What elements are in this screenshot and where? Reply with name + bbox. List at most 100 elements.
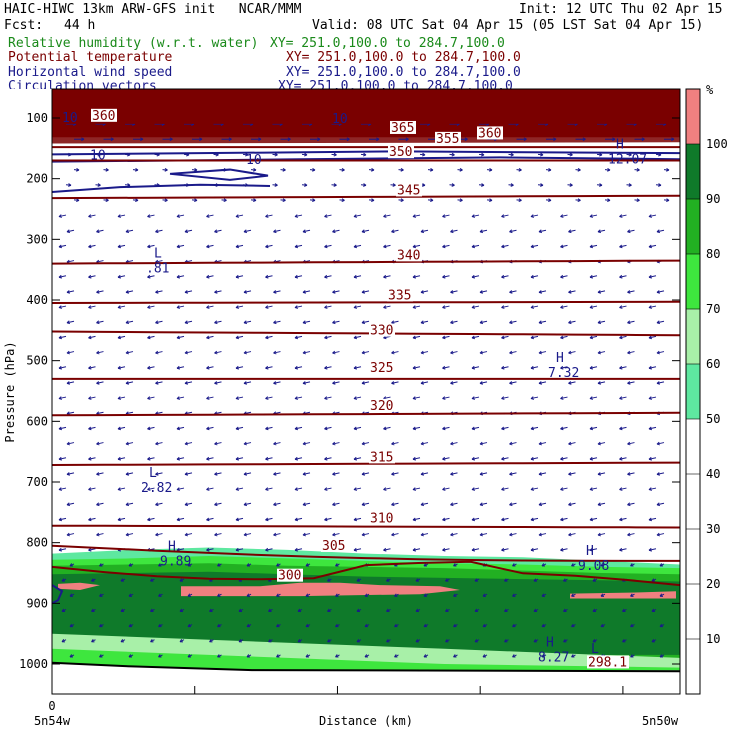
colorbar: 10 20 30 40 50 60 70 80 90 100 <box>685 88 728 695</box>
contour-labels: 360 365 355 360 350 345 340 335 330 325 320 315 310 3… <box>62 108 647 670</box>
vector-arrow <box>420 229 429 234</box>
vector-arrow <box>442 365 450 370</box>
vector-arrow <box>332 381 340 385</box>
vector-arrow <box>58 274 67 279</box>
vector-arrow <box>627 502 635 507</box>
vector-arrow <box>117 214 126 218</box>
vector-arrow <box>332 502 340 507</box>
vector-arrow <box>571 654 576 658</box>
vector-arrow <box>442 456 450 461</box>
vector-arrow <box>589 365 598 370</box>
vector-arrow <box>471 305 480 309</box>
vector-arrow <box>509 290 517 294</box>
vector-arrow <box>604 167 611 172</box>
vector-arrow <box>619 547 627 552</box>
field-vectors-xy: XY= 251.0,100.0 to 284.7,100.0 <box>278 79 513 89</box>
vector-arrow <box>265 547 273 552</box>
vector-arrow <box>450 532 458 537</box>
vector-arrow <box>361 441 370 446</box>
vector-arrow <box>238 608 244 613</box>
wind-label: 10 <box>62 111 78 126</box>
vector-arrow <box>66 381 75 385</box>
vector-arrow <box>91 608 96 613</box>
vector-arrow <box>276 563 281 567</box>
vector-arrow <box>360 183 367 187</box>
vector-arrow <box>509 229 517 234</box>
vector-arrow <box>659 623 665 628</box>
field-vectors-name: Circulation vectors <box>8 79 157 89</box>
vector-arrow <box>589 335 598 340</box>
valid-time: Valid: 08 UTC Sat 04 Apr 15 (05 LST Sat … <box>312 18 704 33</box>
vector-arrow <box>537 152 544 157</box>
vector-arrow <box>412 487 421 491</box>
vector-arrow <box>246 593 252 597</box>
vector-arrow <box>187 563 193 567</box>
colorbar-band-90 <box>686 144 700 199</box>
vector-arrow <box>478 152 485 157</box>
vector-arrow <box>364 654 370 658</box>
vector-arrow <box>423 623 429 628</box>
vector-arrow <box>541 563 547 567</box>
vector-arrow <box>361 502 370 507</box>
vector-arrow <box>302 350 311 355</box>
rh-saturated-patch-2 <box>570 591 676 599</box>
vector-arrow <box>568 350 576 355</box>
ground-line <box>52 661 680 673</box>
vector-arrow <box>630 654 635 658</box>
vector-arrow <box>560 244 568 249</box>
vector-arrow <box>265 244 273 249</box>
vector-arrow <box>273 532 281 537</box>
vector-arrow <box>394 654 399 658</box>
vector-arrow <box>453 623 458 628</box>
vector-arrow <box>327 638 332 643</box>
vector-arrow <box>509 320 517 325</box>
contour-label-bg <box>587 655 629 669</box>
vector-arrow <box>265 517 273 522</box>
vector-arrow <box>568 381 576 385</box>
vector-arrow <box>273 229 281 234</box>
vector-arrow <box>191 167 198 172</box>
vector-arrow <box>243 472 252 476</box>
vector-arrow <box>88 214 96 218</box>
vector-arrow <box>176 396 185 400</box>
vector-arrow <box>420 350 429 355</box>
vector-arrow <box>442 547 450 552</box>
vector-arrow <box>391 229 399 234</box>
vector-arrow <box>235 305 244 309</box>
vector-arrow <box>364 623 370 628</box>
colorbar-tick-label: 10 <box>706 632 720 646</box>
vector-arrow <box>147 456 155 461</box>
forecast-hours: 44 h <box>64 18 96 33</box>
vector-arrow <box>184 532 193 537</box>
vector-arrow <box>391 381 399 385</box>
vector-arrow <box>294 547 303 552</box>
vector-arrow <box>589 547 598 552</box>
vector-arrow <box>412 305 421 309</box>
vector-arrow <box>324 517 332 522</box>
vector-arrow <box>361 350 370 355</box>
vector-arrow <box>243 350 252 355</box>
vector-arrow <box>568 502 576 507</box>
vector-arrow <box>294 426 303 431</box>
vector-arrow <box>391 350 399 355</box>
vector-arrow <box>235 517 244 522</box>
vector-arrow <box>619 305 627 309</box>
y-tick-label: 100 <box>26 111 48 125</box>
vector-arrow <box>453 593 458 597</box>
vector-arrow <box>619 244 627 249</box>
contour-label: 350 <box>389 145 412 160</box>
vector-arrow <box>656 320 665 325</box>
vector-arrow <box>423 563 429 567</box>
vector-arrow <box>235 365 244 370</box>
extremum-high-marker: H <box>586 544 594 559</box>
vector-arrow <box>619 456 627 461</box>
vector-arrow <box>471 365 480 370</box>
vector-arrow <box>530 335 539 340</box>
init-time: Init: 12 UTC Thu 02 Apr 15 <box>519 2 723 17</box>
vector-arrow <box>482 623 488 628</box>
vector-arrow <box>394 593 399 597</box>
vector-arrow <box>96 472 104 476</box>
vector-arrow <box>619 365 627 370</box>
vector-arrow <box>651 638 657 643</box>
